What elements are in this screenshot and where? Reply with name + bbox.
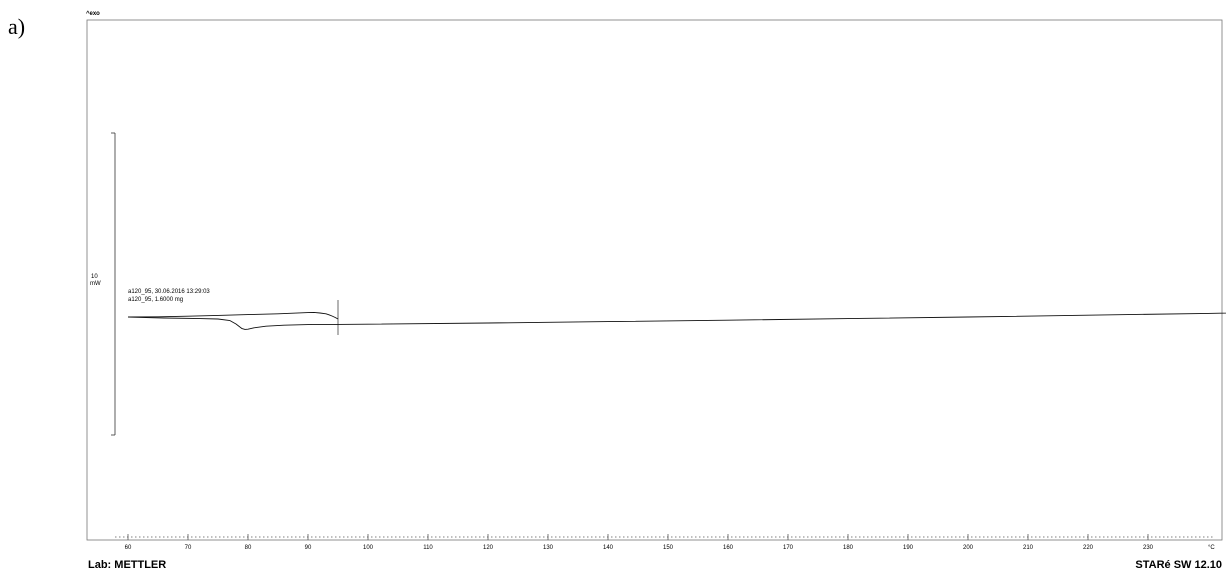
x-tick-label: 170 (783, 545, 794, 551)
exo-label: ^exo (86, 11, 100, 17)
x-tick-label: 120 (483, 545, 494, 551)
dsc-curve-heating (127, 312, 1226, 330)
x-tick-label: 110 (423, 545, 433, 551)
x-tick-label: 230 (1143, 545, 1154, 551)
x-tick-label: 190 (903, 545, 914, 551)
plot-frame (86, 19, 1223, 541)
panel-label: a) (8, 14, 26, 39)
scale-bar-value: 10 (91, 274, 98, 280)
x-tick-label: 140 (603, 545, 614, 551)
footer-lab: Lab: METTLER (88, 559, 166, 571)
footer-software: STARé SW 12.10 (1135, 559, 1222, 571)
dsc-curve-cooling (127, 311, 339, 320)
x-tick-label: 130 (543, 545, 554, 551)
scale-bar-unit: mW (90, 281, 101, 287)
scale-bar: 10 mW (90, 132, 116, 436)
x-tick-label: 70 (185, 545, 192, 551)
x-axis: °C 60 70 80 90 100 110 120 130 140 150 160 170 180 19… (115, 534, 1215, 551)
x-tick-label: 60 (125, 545, 132, 551)
x-tick-label: 100 (363, 545, 374, 551)
x-tick-label: 80 (245, 545, 252, 551)
x-tick-label: 150 (663, 545, 674, 551)
series-group (127, 311, 1226, 330)
x-tick-label: 180 (843, 545, 854, 551)
x-tick-label: 200 (963, 545, 974, 551)
x-axis-unit: °C (1208, 545, 1215, 551)
x-tick-label: 210 (1023, 545, 1034, 551)
x-tick-label: 220 (1083, 545, 1094, 551)
annotation-line-1: a120_95, 30.06.2016 13:29:03 (128, 289, 210, 295)
annotation-line-2: a120_95, 1.6000 mg (128, 297, 183, 303)
x-tick-label: 160 (723, 545, 734, 551)
x-tick-label: 90 (305, 545, 312, 551)
